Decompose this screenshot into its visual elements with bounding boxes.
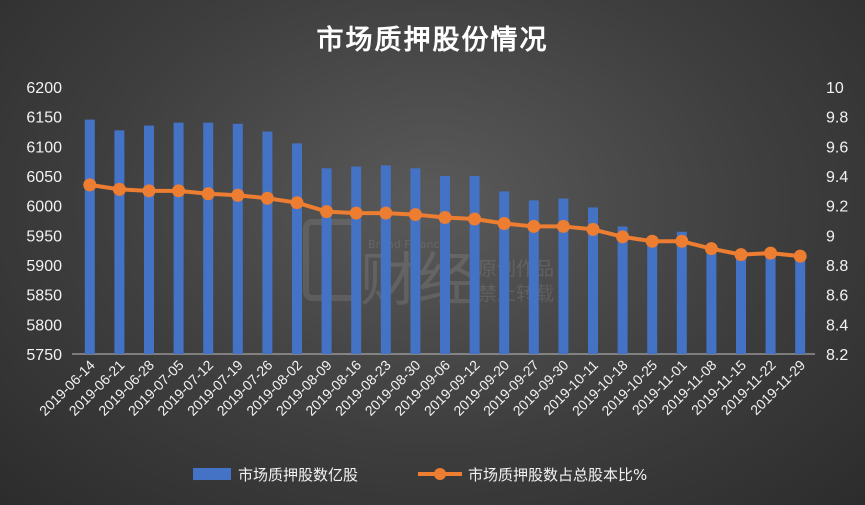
line-point [290,196,304,210]
bar [795,260,806,354]
legend: 市场质押股数亿股 市场质押股数占总股本比% [193,466,647,484]
legend-bar-swatch [193,468,231,480]
left-tick-label: 6000 [26,199,62,216]
left-tick-label: 6050 [26,169,62,186]
line-point [645,234,659,248]
right-tick-label: 8.8 [826,258,848,275]
line-point [734,248,748,262]
right-tick-label: 8.6 [826,288,848,305]
bar [410,168,421,354]
bar [84,119,95,354]
chart-title: 市场质押股份情况 [316,25,549,56]
bar [262,131,273,354]
watermark-logo-box [303,219,361,301]
left-tick-label: 6100 [26,139,62,156]
line-point [379,206,393,220]
line-point [793,249,807,263]
left-tick-label: 6200 [26,80,62,97]
line-point [764,246,778,260]
line-point [438,211,452,225]
right-tick-label: 8.2 [826,347,848,364]
bar [232,123,243,354]
right-tick-label: 9.6 [826,139,848,156]
line-point [112,182,126,196]
line-point [320,205,334,219]
line-point [616,230,630,244]
watermark-sub2: 禁止转载 [478,283,554,305]
right-tick-label: 8.4 [826,317,848,334]
bar [114,130,125,354]
bar [203,122,214,354]
line-point [349,206,363,220]
left-tick-label: 6150 [26,110,62,127]
bar [440,176,450,354]
line-series [83,178,807,263]
left-axis: 5750 5800 5850 5900 5950 6000 6050 6100 6150 6200 [26,80,62,364]
left-tick-label: 5900 [26,258,62,275]
line-point [231,188,245,202]
line-point [675,234,689,248]
line-point [260,191,274,205]
bar [617,226,628,354]
line-point [408,208,422,222]
bar [499,191,510,354]
watermark-sub: 原创作品 [478,258,554,280]
bar [351,166,362,354]
bar [647,236,658,354]
watermark-en: Brand Finance [368,238,447,251]
line-point [497,216,511,230]
right-tick-label: 9.2 [826,199,848,216]
bar [173,122,184,354]
right-tick-label: 9 [826,228,835,245]
left-tick-label: 5850 [26,288,62,305]
bar-series [84,119,806,354]
right-tick-label: 9.8 [826,110,848,127]
line-point [527,219,541,233]
left-tick-label: 5950 [26,228,62,245]
bar [321,168,332,354]
line-point [201,187,215,201]
x-axis: 2019-06-142019-06-212019-06-282019-07-05… [36,357,809,419]
line-point [704,242,718,256]
legend-bar-label: 市场质押股数亿股 [238,466,358,484]
bar [380,165,391,354]
line-point [142,184,156,198]
bar [676,231,687,354]
bar [588,207,598,354]
right-axis: 8.2 8.4 8.6 8.8 9 9.2 9.4 9.6 9.8 10 [826,80,848,364]
right-tick-label: 10 [826,80,844,97]
bar [144,125,154,354]
line-point [556,219,570,233]
watermark: 财经 Brand Finance 原创作品 禁止转载 [303,219,554,314]
legend-line-label: 市场质押股数占总股本比% [468,466,647,484]
bar [706,253,717,354]
left-tick-label: 5800 [26,317,62,334]
bar [736,257,746,354]
bar [765,250,776,354]
bar [528,200,539,354]
line-point [172,184,186,198]
line-point [468,212,482,226]
bar [558,198,569,354]
left-tick-label: 5750 [26,347,62,364]
legend-line-marker [434,468,446,480]
line-point [586,222,600,236]
right-tick-label: 9.4 [826,169,848,186]
line-point [83,178,97,192]
bar [469,176,480,354]
bar [292,143,302,354]
